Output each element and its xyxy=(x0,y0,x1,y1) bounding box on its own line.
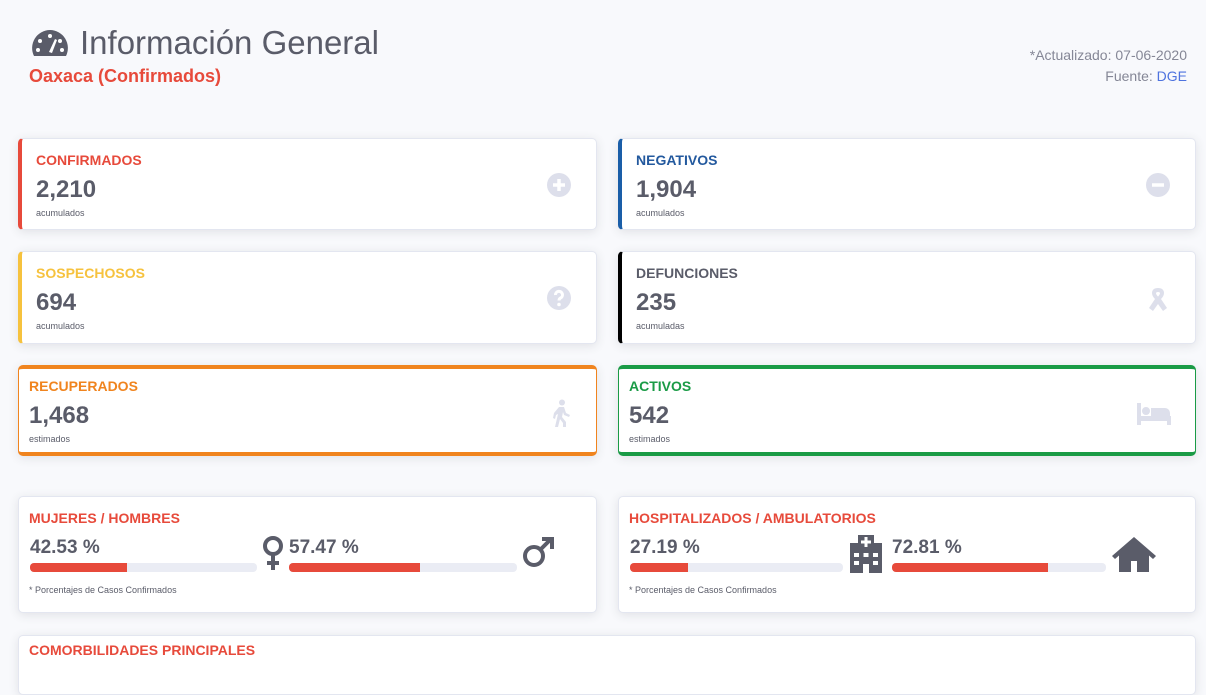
bar xyxy=(289,563,421,572)
card-value: 1,468 xyxy=(29,402,90,429)
card-note: acumulados xyxy=(636,208,685,218)
card-note: estimados xyxy=(29,434,71,444)
mars-icon xyxy=(523,537,554,567)
percent: 27.19 % xyxy=(630,537,700,558)
bed-icon xyxy=(1137,403,1171,425)
card: SOSPECHOSOS 694 acumulados xyxy=(18,251,597,344)
card-label: DEFUNCIONES xyxy=(636,265,738,281)
card-value: 542 xyxy=(629,402,670,429)
bar xyxy=(30,563,127,572)
page-title: Información General xyxy=(80,24,379,61)
section-card: COMORBILIDADES PRINCIPALES xyxy=(18,635,1196,695)
split-title: MUJERES / HOMBRES xyxy=(29,510,180,526)
card-label: CONFIRMADOS xyxy=(36,152,142,168)
hospital-icon xyxy=(850,535,882,573)
card-label: RECUPERADOS xyxy=(29,378,138,394)
ribbon-icon xyxy=(1149,288,1167,311)
bar-track xyxy=(289,563,517,572)
card: CONFIRMADOS 2,210 acumulados xyxy=(18,138,597,230)
bar xyxy=(630,563,688,572)
card-note: acumulados xyxy=(36,321,85,331)
card-note: acumuladas xyxy=(636,321,685,331)
card-label: SOSPECHOSOS xyxy=(36,265,145,281)
card-value: 694 xyxy=(36,289,77,316)
split-title: HOSPITALIZADOS / AMBULATORIOS xyxy=(629,510,876,526)
card-note: acumulados xyxy=(36,208,85,218)
card-label: ACTIVOS xyxy=(629,378,692,394)
dashboard-icon xyxy=(32,30,68,56)
plus-icon xyxy=(547,173,571,197)
bar-track xyxy=(30,563,257,572)
source: Fuente: DGE xyxy=(1105,68,1187,84)
home-icon xyxy=(1112,537,1156,572)
card: DEFUNCIONES 235 acumuladas xyxy=(618,251,1196,344)
venus-icon xyxy=(263,536,283,570)
card-label: NEGATIVOS xyxy=(636,152,718,168)
source-label: Fuente: xyxy=(1105,68,1153,84)
source-link[interactable]: DGE xyxy=(1156,68,1187,84)
subtitle: Oaxaca (Confirmados) xyxy=(29,66,222,86)
split-card: MUJERES / HOMBRES 42.53 % 57.47 % * Porc… xyxy=(18,496,597,613)
card-note: estimados xyxy=(629,434,671,444)
percent: 42.53 % xyxy=(30,537,100,558)
updated: *Actualizado: 07-06-2020 xyxy=(1029,47,1187,63)
percent: 72.81 % xyxy=(892,537,962,558)
card-value: 235 xyxy=(636,289,677,316)
percent: 57.47 % xyxy=(289,537,359,558)
walking-icon xyxy=(553,399,570,427)
card: RECUPERADOS 1,468 estimados xyxy=(18,365,597,456)
card-value: 1,904 xyxy=(636,176,697,203)
footnote: * Porcentajes de Casos Confirmados xyxy=(29,585,177,595)
card: ACTIVOS 542 estimados xyxy=(618,365,1196,456)
bar xyxy=(892,563,1048,572)
footnote: * Porcentajes de Casos Confirmados xyxy=(629,585,777,595)
question-icon xyxy=(547,286,571,310)
bar-track xyxy=(892,563,1106,572)
page: Información General Oaxaca (Confirmados)… xyxy=(18,24,1196,695)
minus-icon xyxy=(1146,173,1170,197)
section-title: COMORBILIDADES PRINCIPALES xyxy=(29,642,256,658)
bar-track xyxy=(630,563,843,572)
card-value: 2,210 xyxy=(36,176,97,203)
card: NEGATIVOS 1,904 acumulados xyxy=(618,138,1196,230)
split-card: HOSPITALIZADOS / AMBULATORIOS 27.19 % 72… xyxy=(618,496,1196,613)
